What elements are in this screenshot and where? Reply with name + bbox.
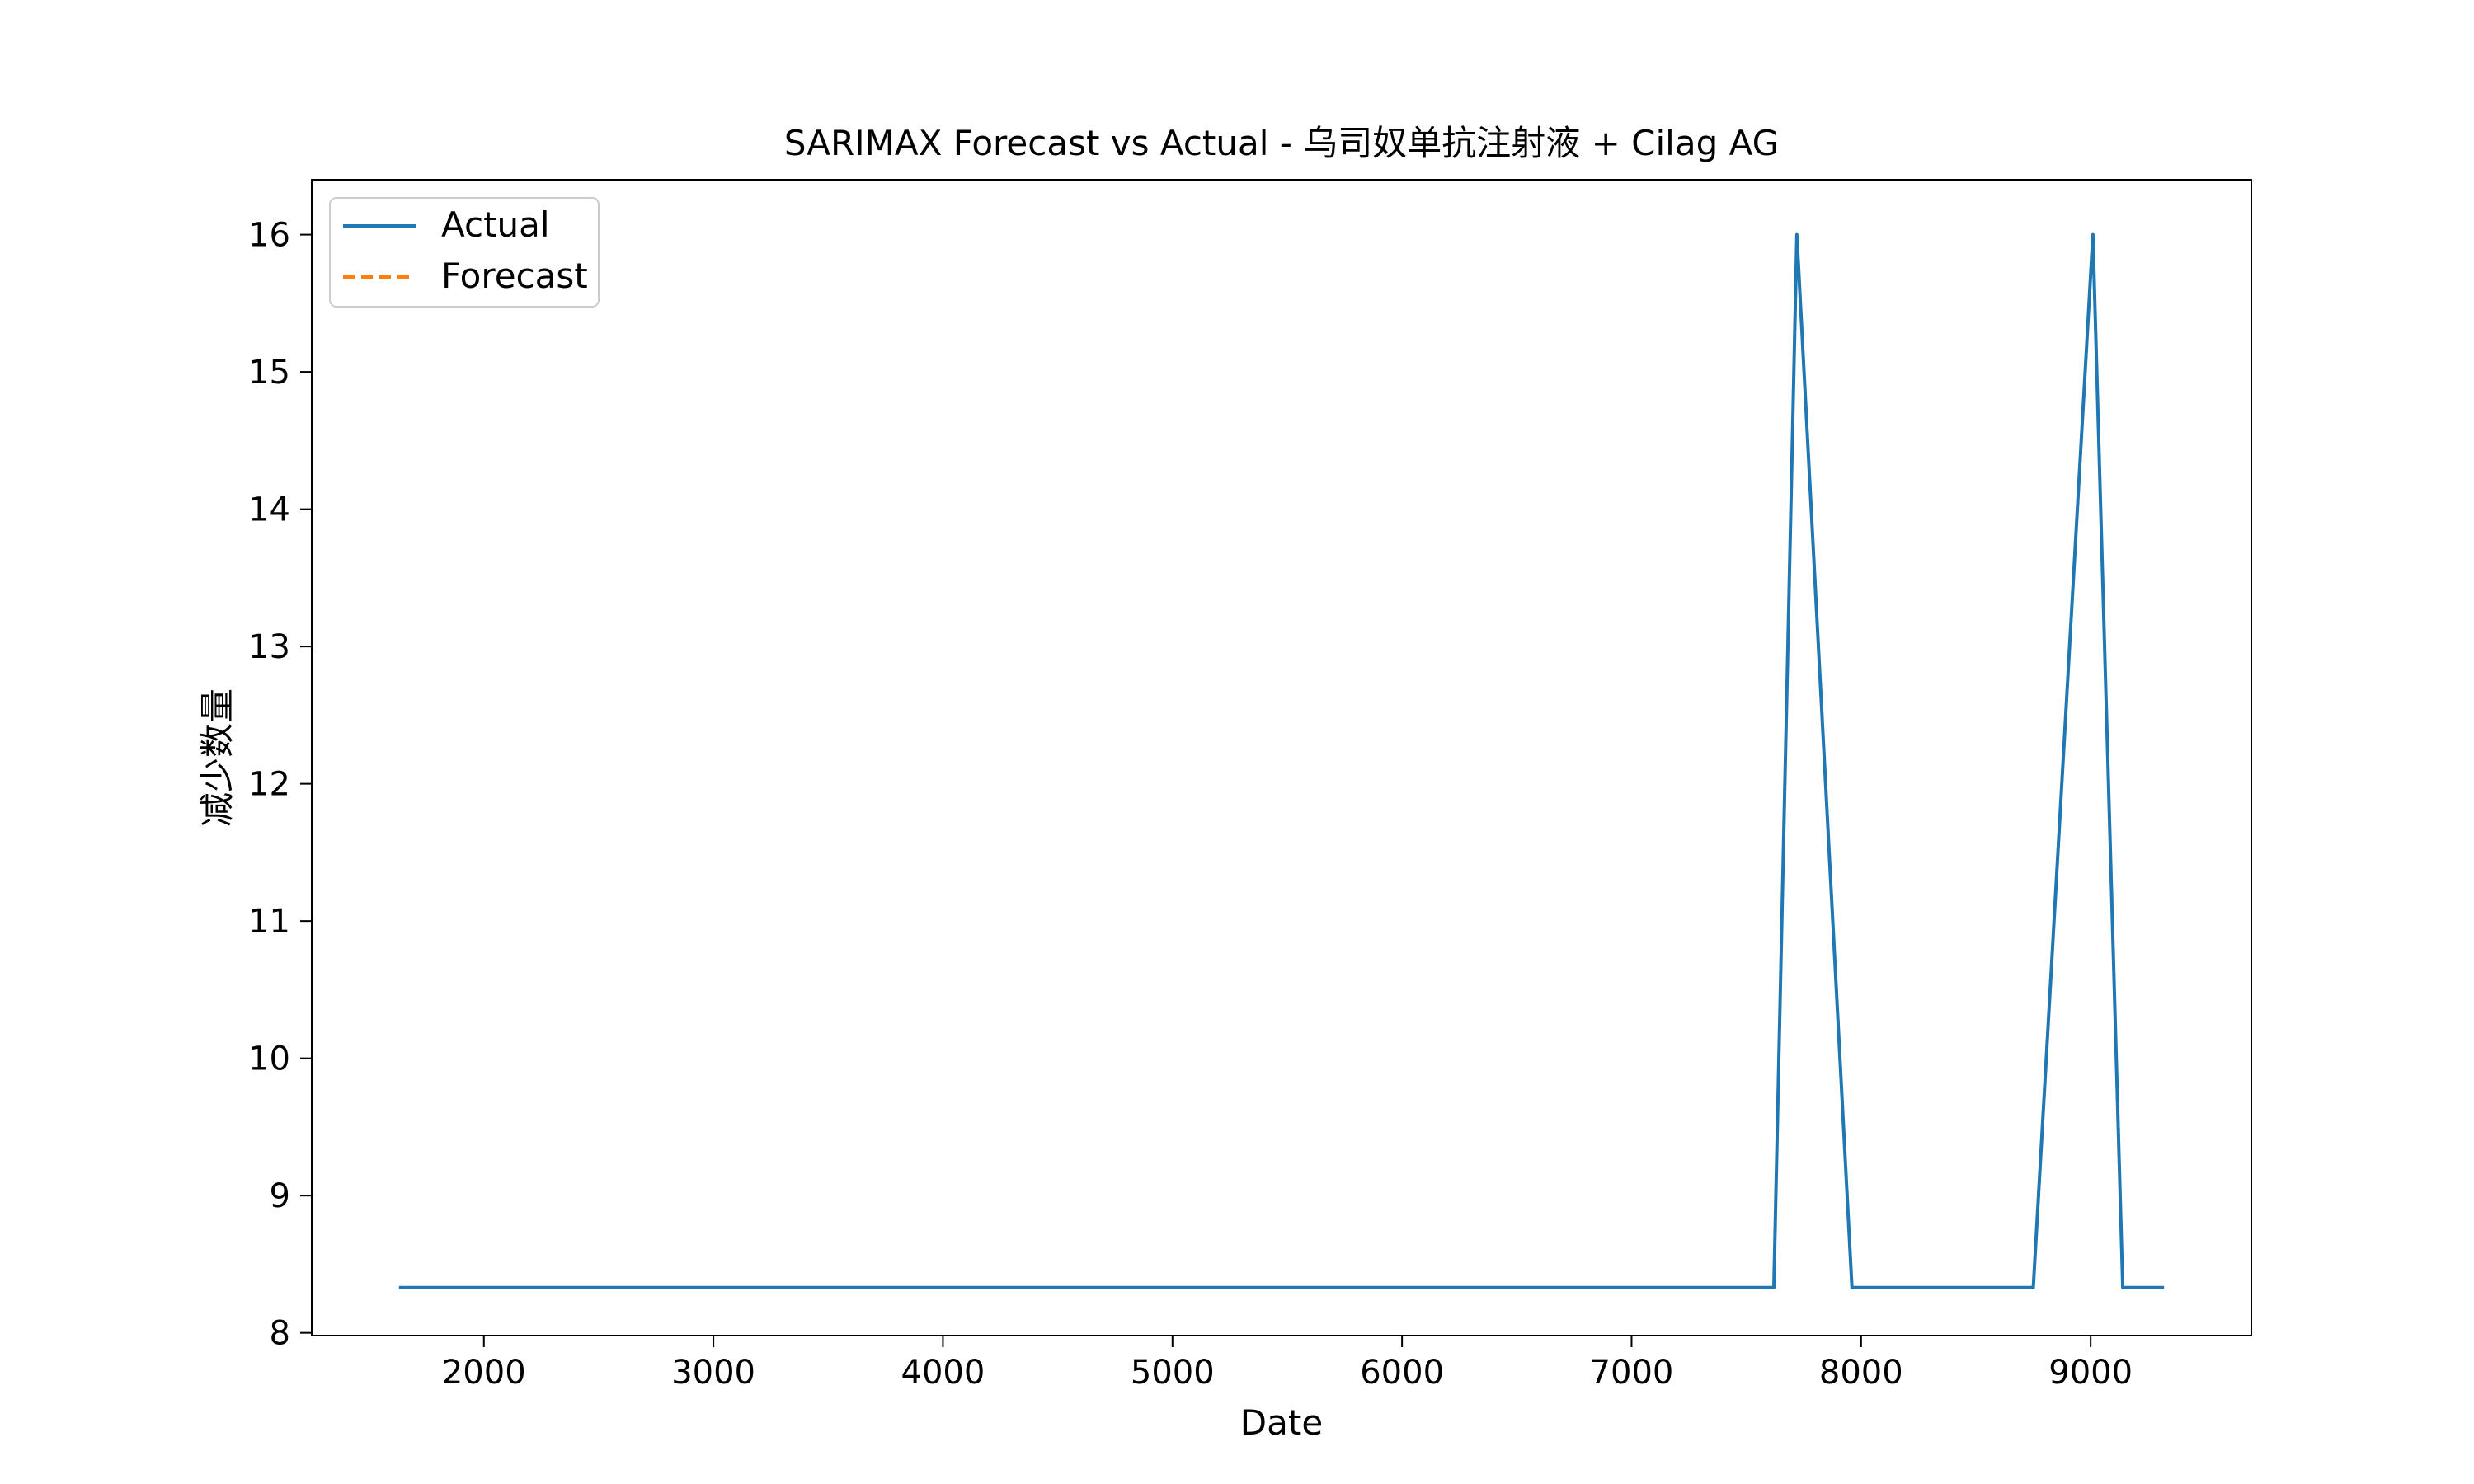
y-tick-label: 11: [248, 903, 290, 941]
x-tick-label: 9000: [2048, 1354, 2133, 1392]
y-tick-label: 12: [248, 766, 290, 804]
series-line-actual: [398, 232, 2165, 1289]
plot-frame: [311, 179, 2252, 1336]
legend-label-actual: Actual: [441, 204, 550, 245]
x-tick-label: 6000: [1360, 1354, 1444, 1392]
series-layer: [398, 232, 2165, 1289]
x-axis-label: Date: [1240, 1402, 1323, 1443]
y-tick-label: 10: [248, 1040, 290, 1078]
legend: Actual Forecast: [329, 197, 600, 308]
y-tick-label: 14: [248, 491, 290, 529]
legend-label-forecast: Forecast: [441, 256, 588, 296]
y-tick-label: 16: [248, 217, 290, 255]
x-tick-label: 4000: [901, 1354, 985, 1392]
y-tick-label: 8: [270, 1315, 290, 1353]
x-tick-label: 7000: [1590, 1354, 1674, 1392]
y-tick-label: 9: [270, 1177, 290, 1215]
x-tick-label: 5000: [1131, 1354, 1215, 1392]
plot-background: [312, 180, 2251, 1336]
x-axis-ticks: 2000 3000 4000 5000 6000 7000 8000 9000: [442, 1336, 2133, 1392]
x-tick-label: 8000: [1819, 1354, 1903, 1392]
y-tick-label: 13: [248, 628, 290, 666]
x-tick-label: 3000: [671, 1354, 755, 1392]
x-tick-label: 2000: [442, 1354, 526, 1392]
chart-title: SARIMAX Forecast vs Actual - 乌司奴单抗注射液 + …: [784, 123, 1779, 163]
y-axis-label: 减少数量: [197, 688, 238, 827]
y-tick-label: 15: [248, 354, 290, 392]
y-axis-ticks: 8 9 10 11 12 13 14 15 16: [248, 217, 312, 1353]
